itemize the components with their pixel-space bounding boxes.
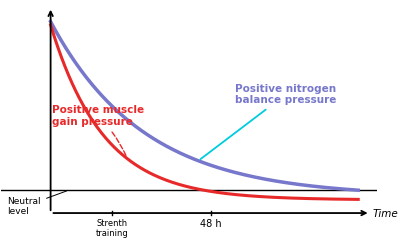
Text: Positive muscle
gain pressure: Positive muscle gain pressure <box>52 105 144 156</box>
Text: 48 h: 48 h <box>200 218 221 228</box>
Text: Strenth
training: Strenth training <box>96 218 128 238</box>
Text: Positive nitrogen
balance pressure: Positive nitrogen balance pressure <box>200 84 336 159</box>
Text: Neutral
level: Neutral level <box>8 191 66 216</box>
Text: Time: Time <box>372 209 398 219</box>
